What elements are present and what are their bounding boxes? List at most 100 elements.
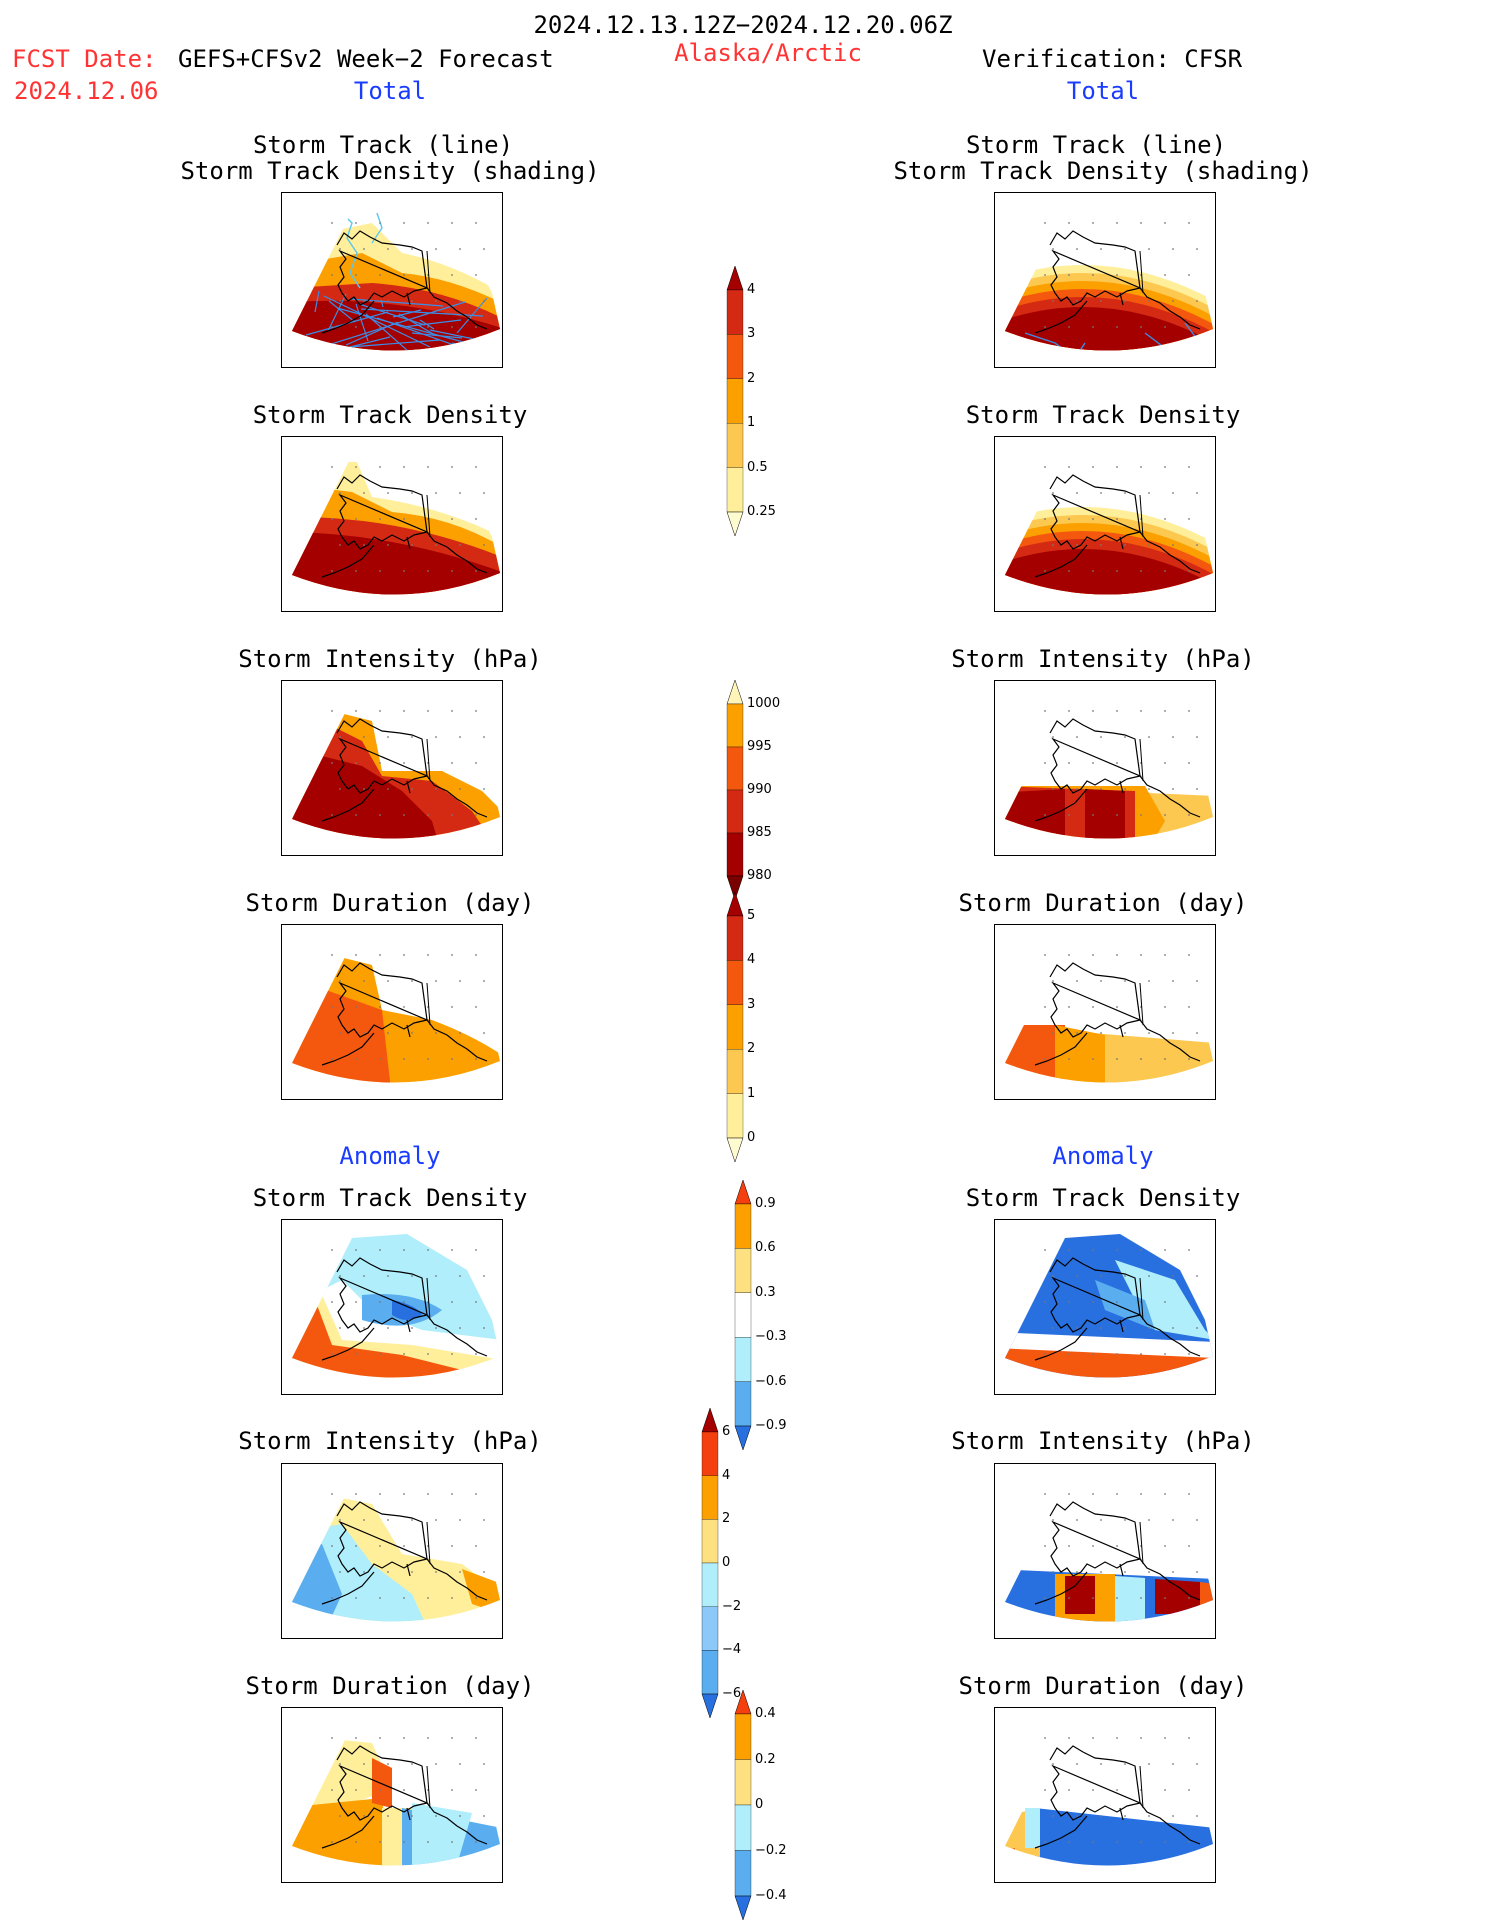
graticule-dot <box>331 762 333 764</box>
graticule-dot <box>1044 1737 1046 1739</box>
graticule-dot <box>1148 980 1150 982</box>
colorbar-tick-label: −6 <box>722 1686 742 1701</box>
graticule-dot <box>1044 274 1046 276</box>
graticule-dot <box>1188 1353 1190 1355</box>
graticule-dot <box>483 980 485 982</box>
left-density-title: Storm Track Density <box>252 401 528 429</box>
graticule-dot <box>379 710 381 712</box>
graticule-dot <box>1116 762 1118 764</box>
shade-band <box>1085 789 1125 839</box>
graticule-dot <box>1100 544 1102 546</box>
graticule-dot <box>1068 1737 1070 1739</box>
graticule-dot <box>1124 1519 1126 1521</box>
graticule-dot <box>1052 248 1054 250</box>
graticule-dot <box>1044 1789 1046 1791</box>
right-density-title: Storm Track Density <box>965 401 1241 429</box>
graticule-dot <box>435 1519 437 1521</box>
graticule-dot <box>379 814 381 816</box>
graticule-dot <box>1052 1571 1054 1573</box>
map-fill-group <box>292 207 500 351</box>
left-intensity-anom-title: Storm Intensity (hPa) <box>238 1427 542 1455</box>
graticule-dot <box>331 1597 333 1599</box>
border-line <box>1139 1277 1144 1321</box>
graticule-dot <box>1052 1327 1054 1329</box>
colorbar-segment <box>701 1475 719 1520</box>
border-line <box>426 982 431 1026</box>
right-total-label: Total <box>1066 77 1140 105</box>
graticule-dot <box>1164 1545 1166 1547</box>
graticule-dot <box>1148 492 1150 494</box>
graticule-dot <box>1188 1058 1190 1060</box>
graticule-dot <box>1164 570 1166 572</box>
graticule-dot <box>1116 1353 1118 1355</box>
graticule-dot <box>379 1789 381 1791</box>
graticule-dot <box>1172 544 1174 546</box>
graticule-dot <box>1116 954 1118 956</box>
map-left-intensity-anom <box>281 1463 503 1639</box>
graticule-dot <box>1116 1249 1118 1251</box>
graticule-dot <box>1044 518 1046 520</box>
graticule-dot <box>1052 544 1054 546</box>
graticule-dot <box>403 710 405 712</box>
colorbar-tick-label: 1000 <box>747 696 781 711</box>
graticule-dot <box>427 466 429 468</box>
graticule-dot <box>1164 1841 1166 1843</box>
border-line <box>426 738 431 782</box>
graticule-dot <box>331 814 333 816</box>
colorbar-segment <box>726 423 744 468</box>
graticule-dot <box>427 954 429 956</box>
graticule-dot <box>1116 1841 1118 1843</box>
map-fill-group <box>292 1234 500 1378</box>
fcst-date-label: FCST Date: <box>12 45 157 73</box>
graticule-dot <box>1052 1519 1054 1521</box>
map-fill-group <box>1005 451 1213 595</box>
graticule-dot <box>451 954 453 956</box>
graticule-dot <box>331 1301 333 1303</box>
storm-track-line <box>327 293 347 332</box>
graticule-dot <box>379 466 381 468</box>
graticule-dot <box>379 1737 381 1739</box>
graticule-dot <box>1068 1353 1070 1355</box>
graticule-dot <box>483 1763 485 1765</box>
colorbar-tick-label: 995 <box>747 739 772 754</box>
graticule-dot <box>483 1519 485 1521</box>
graticule-dot <box>1164 274 1166 276</box>
colorbar-tick-label: 0 <box>722 1555 731 1570</box>
graticule-dot <box>1188 1493 1190 1495</box>
graticule-dot <box>411 248 413 250</box>
colorbar-tick-label: −4 <box>722 1642 742 1658</box>
graticule-dot <box>1068 1597 1070 1599</box>
graticule-dot <box>1068 954 1070 956</box>
right-duration-title: Storm Duration (day) <box>958 889 1248 917</box>
colorbar-segment <box>726 1049 744 1094</box>
graticule-dot <box>1148 248 1150 250</box>
graticule-dot <box>1116 274 1118 276</box>
graticule-dot <box>355 274 357 276</box>
graticule-dot <box>1052 1032 1054 1034</box>
graticule-dot <box>451 326 453 328</box>
graticule-dot <box>1140 326 1142 328</box>
graticule-dot <box>1092 762 1094 764</box>
colorbar-tick-label: 1 <box>747 415 756 431</box>
graticule-dot <box>363 788 365 790</box>
graticule-dot <box>1124 1763 1126 1765</box>
graticule-dot <box>451 1249 453 1251</box>
graticule-dot <box>1140 570 1142 572</box>
colorbar-segment <box>726 289 744 335</box>
graticule-dot <box>451 274 453 276</box>
graticule-dot <box>1196 1571 1198 1573</box>
graticule-dot <box>363 492 365 494</box>
graticule-dot <box>427 222 429 224</box>
graticule-dot <box>339 248 341 250</box>
graticule-dot <box>475 1737 477 1739</box>
graticule-dot <box>403 1841 405 1843</box>
graticule-dot <box>459 980 461 982</box>
shade-band <box>1115 1576 1145 1622</box>
graticule-dot <box>1092 222 1094 224</box>
graticule-dot <box>1068 1841 1070 1843</box>
graticule-dot <box>355 1841 357 1843</box>
graticule-dot <box>379 1058 381 1060</box>
graticule-dot <box>331 518 333 520</box>
graticule-dot <box>1116 1737 1118 1739</box>
shade-band <box>1005 1348 1213 1378</box>
